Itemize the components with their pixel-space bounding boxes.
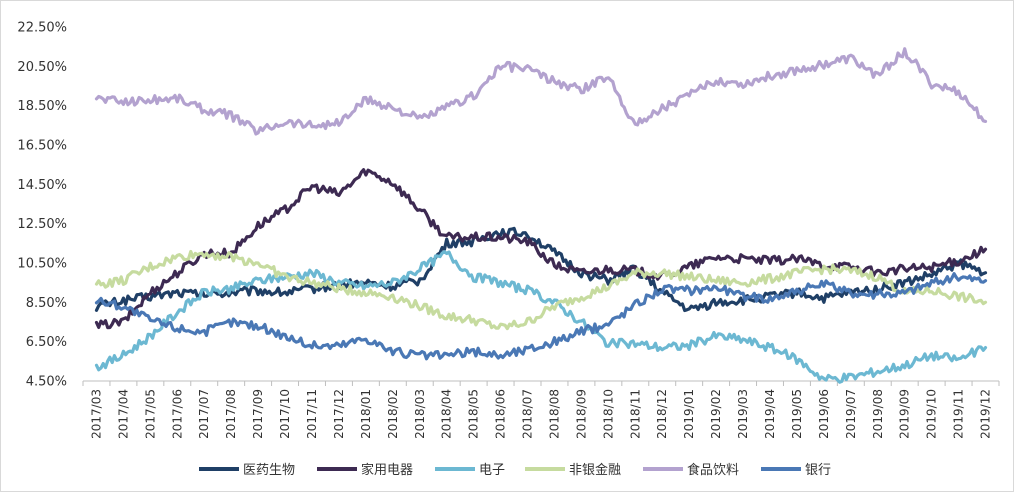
x-tick-label: 2018/05 (467, 389, 481, 439)
x-tick-label: 2018/11 (628, 389, 642, 439)
x-tick-label: 2019/08 (871, 389, 885, 439)
x-tick-label: 2018/08 (547, 389, 561, 439)
y-tick-label: 6.50% (26, 335, 67, 350)
x-tick-label: 2019/12 (979, 389, 993, 439)
x-tick-label: 2019/06 (817, 389, 831, 439)
x-tick-label: 2019/09 (898, 389, 912, 439)
series-line-6 (94, 272, 988, 361)
x-tick-label: 2018/04 (440, 389, 454, 439)
x-tick-label: 2017/12 (332, 389, 346, 439)
y-tick-label: 10.50% (17, 257, 67, 272)
x-tick-label: 2019/04 (763, 389, 777, 439)
legend-label: 医药生物 (243, 463, 295, 478)
legend-item: 银行 (761, 463, 831, 478)
x-tick-label: 2019/03 (736, 389, 750, 439)
x-tick-label: 2019/02 (709, 389, 723, 439)
x-tick-label: 2017/07 (197, 389, 211, 439)
x-tick-label: 2017/08 (224, 389, 238, 439)
x-axis: 2017/03 2017/04 2017/05 2017/06 2017/07 2017/… (82, 380, 1000, 439)
plot-area (94, 47, 988, 384)
x-tick-label: 2018/07 (521, 389, 535, 439)
x-tick-label: 2017/10 (278, 389, 292, 439)
x-tick-label: 2019/10 (925, 389, 939, 439)
legend-label: 电子 (479, 463, 505, 478)
x-tick-label: 2017/06 (170, 389, 184, 439)
x-tick-label: 2019/05 (790, 389, 804, 439)
y-tick-label: 22.50% (17, 21, 67, 36)
series-line-4 (94, 249, 988, 331)
series-line-2 (94, 168, 988, 330)
y-tick-label: 4.50% (26, 375, 67, 390)
x-tick-label: 2019/07 (844, 389, 858, 439)
series-line-5 (94, 47, 988, 136)
x-tick-label: 2018/09 (574, 389, 588, 439)
y-tick-label: 8.50% (26, 296, 67, 311)
series-line-3 (94, 250, 988, 384)
legend-item: 家用电器 (317, 462, 413, 478)
x-tick-label: 2017/03 (89, 389, 103, 439)
x-tick-label: 2019/11 (952, 389, 966, 439)
x-tick-label: 2017/04 (116, 389, 130, 439)
y-tick-label: 12.50% (17, 217, 67, 232)
x-tick-label: 2018/10 (601, 389, 615, 439)
x-tick-label: 2017/11 (305, 389, 319, 439)
legend-item: 食品饮料 (643, 462, 739, 478)
x-tick-label: 2018/12 (655, 389, 669, 439)
x-tick-label: 2019/01 (682, 389, 696, 439)
x-tick-label: 2018/01 (359, 389, 373, 439)
legend-item: 电子 (435, 463, 505, 478)
y-tick-label: 20.50% (17, 60, 67, 75)
legend-label: 非银金融 (569, 462, 621, 478)
y-tick-label: 16.50% (17, 139, 67, 154)
legend-item: 非银金融 (525, 462, 621, 478)
legend: 医药生物 家用电器 电子 非银金融 食品饮料 银行 (199, 462, 831, 478)
y-tick-label: 18.50% (17, 99, 67, 114)
y-tick-label: 14.50% (17, 178, 67, 193)
legend-label: 食品饮料 (687, 462, 739, 478)
legend-label: 银行 (805, 463, 831, 478)
legend-label: 家用电器 (361, 462, 413, 478)
x-tick-label: 2017/05 (143, 389, 157, 439)
x-tick-label: 2017/09 (251, 389, 265, 439)
x-tick-label: 2018/02 (386, 389, 400, 439)
legend-item: 医药生物 (199, 463, 295, 478)
y-axis: 4.50% 6.50% 8.50% 10.50% 12.50% 14.50% 16.50% 1… (17, 21, 67, 390)
x-tick-label: 2018/06 (494, 389, 508, 439)
x-tick-label: 2018/03 (413, 389, 427, 439)
